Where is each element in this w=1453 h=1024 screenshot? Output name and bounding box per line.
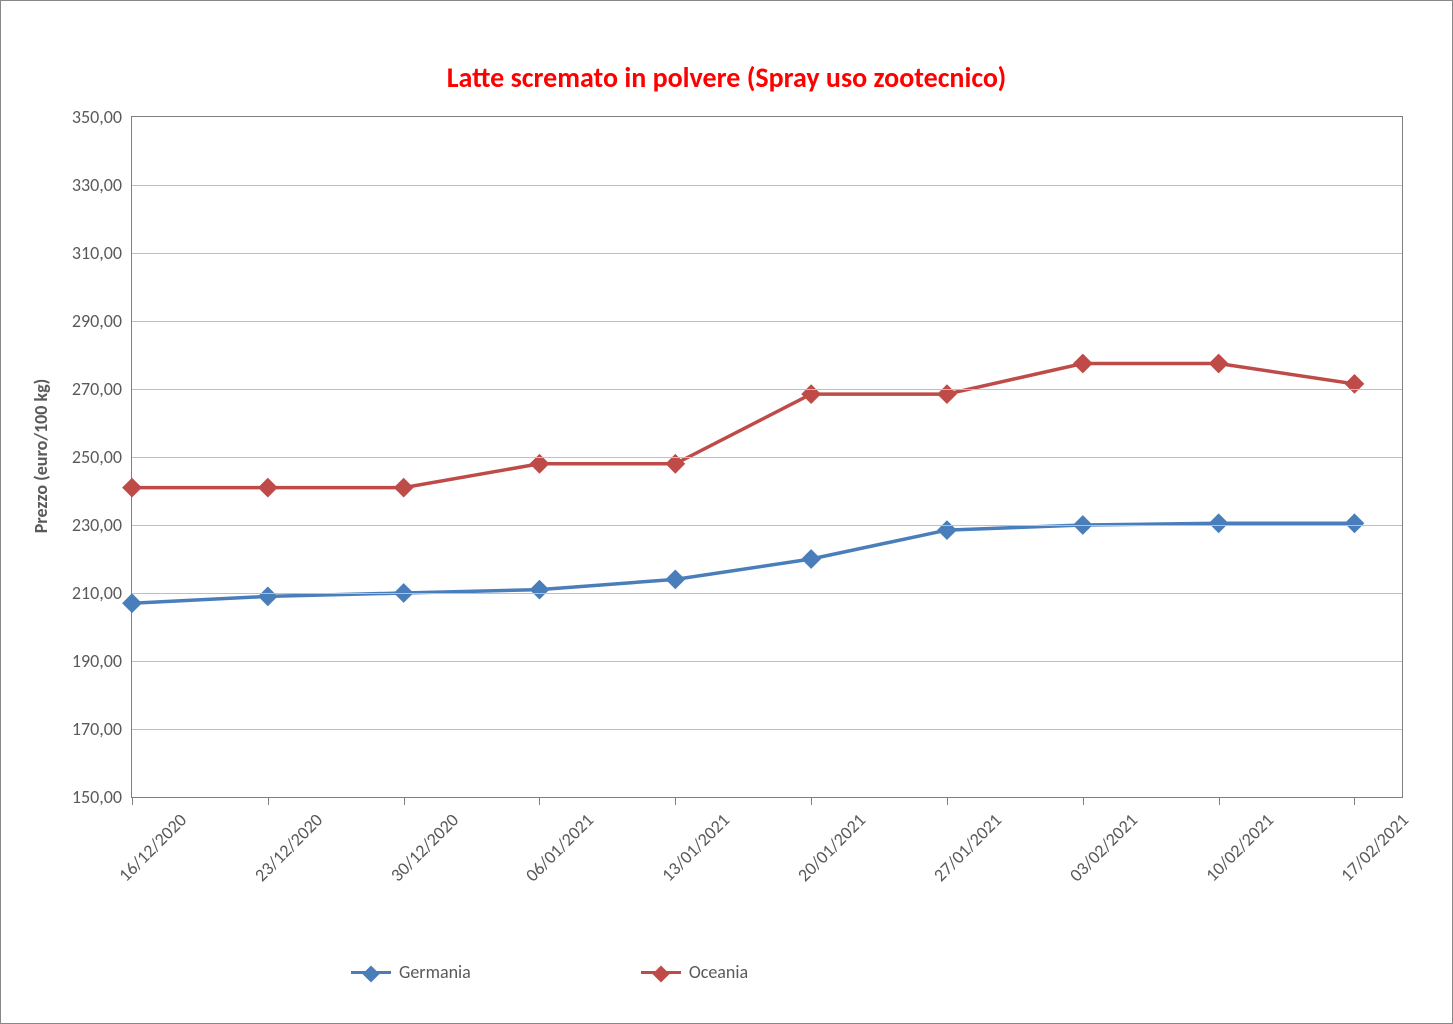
- chart-frame: Latte scremato in polvere (Spray uso zoo…: [0, 0, 1453, 1024]
- x-tick: [404, 797, 405, 805]
- legend: Germania Oceania: [351, 961, 748, 983]
- series-marker-oceania: [122, 478, 142, 498]
- x-tick-label: 30/12/2020: [386, 809, 463, 886]
- y-gridline: [132, 321, 1402, 322]
- series-marker-germania: [801, 549, 821, 569]
- x-tick: [1083, 797, 1084, 805]
- x-tick: [132, 797, 133, 805]
- y-gridline: [132, 661, 1402, 662]
- x-tick: [811, 797, 812, 805]
- y-gridline: [132, 525, 1402, 526]
- legend-item-oceania: Oceania: [641, 961, 748, 983]
- y-tick-label: 350,00: [72, 106, 122, 128]
- y-gridline: [132, 253, 1402, 254]
- series-line-germania: [132, 523, 1354, 603]
- x-tick-label: 20/01/2021: [793, 809, 870, 886]
- x-tick: [268, 797, 269, 805]
- y-gridline: [132, 729, 1402, 730]
- y-tick-label: 210,00: [72, 582, 122, 604]
- y-gridline: [132, 593, 1402, 594]
- series-marker-oceania: [801, 384, 821, 404]
- series-marker-germania: [1209, 513, 1229, 533]
- chart-title-line1: Latte scremato in polvere (Spray uso zoo…: [447, 60, 1007, 95]
- series-marker-oceania: [1345, 374, 1365, 394]
- series-marker-oceania: [394, 478, 414, 498]
- x-tick: [539, 797, 540, 805]
- legend-label: Germania: [399, 961, 471, 983]
- y-tick-label: 330,00: [72, 174, 122, 196]
- series-marker-oceania: [1209, 354, 1229, 374]
- legend-item-germania: Germania: [351, 961, 471, 983]
- y-tick-label: 150,00: [72, 786, 122, 808]
- x-tick-label: 16/12/2020: [114, 809, 191, 886]
- legend-swatch-icon: [641, 971, 681, 974]
- x-tick: [1219, 797, 1220, 805]
- x-tick-label: 10/02/2021: [1201, 809, 1278, 886]
- series-line-oceania: [132, 364, 1354, 488]
- x-tick-label: 23/12/2020: [250, 809, 327, 886]
- plot-area: 150,00170,00190,00210,00230,00250,00270,…: [131, 116, 1403, 798]
- series-marker-oceania: [258, 478, 278, 498]
- y-tick-label: 310,00: [72, 242, 122, 264]
- series-marker-oceania: [1073, 354, 1093, 374]
- series-marker-germania: [258, 587, 278, 607]
- y-axis-title: Prezzo (euro/100 kg): [30, 379, 52, 534]
- series-marker-oceania: [937, 384, 957, 404]
- x-tick: [947, 797, 948, 805]
- x-tick-label: 03/02/2021: [1065, 809, 1142, 886]
- x-tick: [675, 797, 676, 805]
- y-gridline: [132, 185, 1402, 186]
- y-gridline: [132, 389, 1402, 390]
- y-tick-label: 250,00: [72, 446, 122, 468]
- x-tick-label: 27/01/2021: [929, 809, 1006, 886]
- series-marker-germania: [1345, 513, 1365, 533]
- y-tick-label: 190,00: [72, 650, 122, 672]
- x-tick-label: 06/01/2021: [521, 809, 598, 886]
- series-marker-germania: [665, 570, 685, 590]
- series-marker-germania: [530, 580, 550, 600]
- series-marker-germania: [937, 520, 957, 540]
- legend-swatch-icon: [351, 971, 391, 974]
- y-tick-label: 230,00: [72, 514, 122, 536]
- series-marker-germania: [122, 593, 142, 613]
- x-tick: [1354, 797, 1355, 805]
- y-tick-label: 270,00: [72, 378, 122, 400]
- x-tick-label: 13/01/2021: [657, 809, 734, 886]
- y-tick-label: 290,00: [72, 310, 122, 332]
- legend-label: Oceania: [689, 961, 748, 983]
- y-gridline: [132, 457, 1402, 458]
- x-tick-label: 17/02/2021: [1336, 809, 1413, 886]
- y-tick-label: 170,00: [72, 718, 122, 740]
